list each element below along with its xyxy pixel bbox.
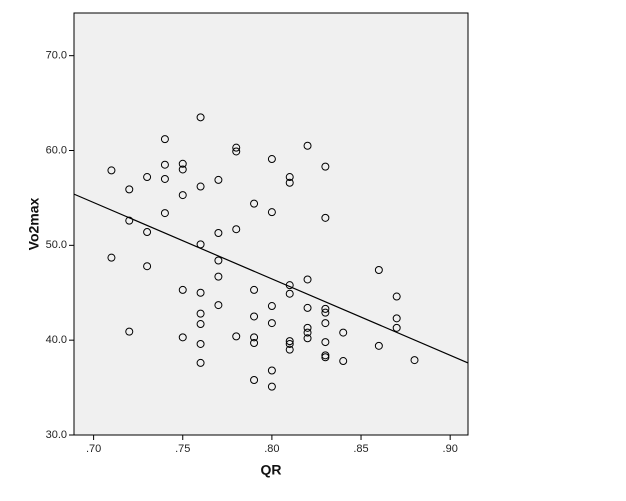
data-point — [321, 319, 330, 328]
x-tick-label: .85 — [353, 443, 368, 455]
data-point — [196, 320, 205, 329]
data-point — [250, 333, 259, 342]
data-point — [160, 160, 169, 169]
data-point — [232, 225, 241, 234]
data-point — [250, 285, 259, 294]
data-point — [392, 314, 401, 323]
data-point — [321, 304, 330, 313]
data-point — [214, 256, 223, 265]
data-point — [107, 253, 116, 262]
y-tick-label: 40.0 — [46, 334, 67, 346]
data-point — [321, 213, 330, 222]
data-point — [250, 339, 259, 348]
data-point — [267, 366, 276, 375]
data-point — [250, 375, 259, 384]
x-axis-title: QR — [261, 462, 282, 478]
data-point — [267, 155, 276, 164]
data-point — [196, 182, 205, 191]
data-point — [267, 319, 276, 328]
data-point — [178, 285, 187, 294]
y-tick-label: 60.0 — [46, 144, 67, 156]
data-point — [321, 353, 330, 362]
data-point — [214, 175, 223, 184]
data-point — [250, 312, 259, 321]
data-point — [339, 328, 348, 337]
data-point — [125, 327, 134, 336]
data-point — [374, 341, 383, 350]
data-point — [143, 173, 152, 182]
data-point — [303, 141, 312, 150]
data-point — [303, 334, 312, 343]
data-point — [321, 162, 330, 171]
data-point — [267, 302, 276, 311]
data-point — [267, 382, 276, 391]
y-tick-label: 50.0 — [46, 239, 67, 251]
data-point — [303, 303, 312, 312]
x-tick-label: .90 — [443, 443, 458, 455]
data-point — [392, 292, 401, 301]
data-point — [196, 309, 205, 318]
data-point — [178, 159, 187, 168]
data-point — [285, 178, 294, 187]
data-point — [178, 333, 187, 342]
x-tick-label: .80 — [264, 443, 279, 455]
x-tick-label: .70 — [86, 443, 101, 455]
data-point — [321, 338, 330, 347]
y-axis-title: Vo2max — [26, 197, 42, 250]
data-point — [321, 308, 330, 317]
data-point — [339, 357, 348, 366]
data-point — [143, 262, 152, 271]
data-point — [267, 208, 276, 217]
data-point — [410, 356, 419, 365]
data-point — [285, 337, 294, 346]
data-point — [196, 358, 205, 367]
data-point — [196, 113, 205, 122]
y-tick-label: 70.0 — [46, 50, 67, 62]
data-point — [374, 265, 383, 274]
data-point — [196, 339, 205, 348]
data-point — [232, 332, 241, 341]
data-point — [285, 339, 294, 348]
data-point — [214, 272, 223, 281]
data-point — [250, 199, 259, 208]
data-point — [125, 185, 134, 194]
data-point — [303, 323, 312, 332]
data-point — [160, 174, 169, 183]
data-point — [178, 165, 187, 174]
data-point — [214, 229, 223, 238]
fit-line — [73, 193, 469, 364]
data-point — [160, 209, 169, 218]
data-point — [285, 289, 294, 298]
data-point — [143, 228, 152, 237]
data-point — [107, 166, 116, 175]
data-point — [303, 328, 312, 337]
data-point — [285, 345, 294, 354]
y-tick-label: 30.0 — [46, 429, 67, 441]
data-point — [285, 173, 294, 182]
data-point — [232, 147, 241, 156]
data-point — [392, 323, 401, 332]
data-point — [303, 275, 312, 284]
x-tick-label: .75 — [175, 443, 190, 455]
data-point — [214, 301, 223, 310]
plot-area — [73, 12, 469, 436]
data-point — [196, 288, 205, 297]
data-point — [232, 143, 241, 152]
data-point — [160, 135, 169, 144]
data-point — [178, 191, 187, 200]
